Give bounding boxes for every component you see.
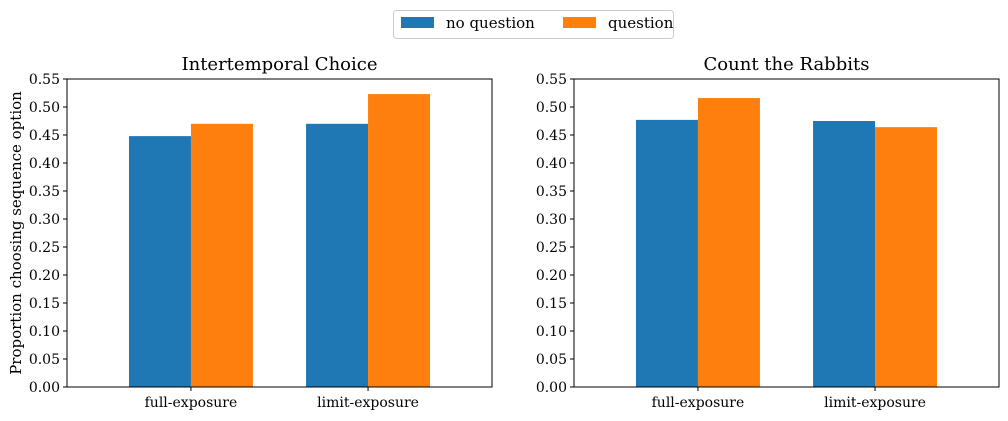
- bar-full-exposure-question: [697, 98, 760, 387]
- chart-title: Count the Rabbits: [704, 54, 870, 75]
- y-axis-label: Proportion choosing sequence option: [7, 91, 25, 375]
- y-tick-label: 0.35: [29, 184, 60, 200]
- y-tick-label: 0.50: [536, 100, 567, 116]
- chart-title: Intertemporal Choice: [181, 54, 377, 75]
- x-tick-label: limit-exposure: [824, 395, 926, 411]
- bar-full-exposure-no-question: [635, 119, 698, 387]
- y-tick-label: 0.20: [536, 268, 567, 284]
- y-tick-label: 0.35: [536, 184, 567, 200]
- legend-box: [393, 10, 674, 39]
- legend-label: question: [608, 14, 674, 32]
- bar-limit-exposure-no-question: [813, 121, 876, 387]
- y-tick-label: 0.00: [536, 380, 567, 396]
- y-tick-label: 0.10: [536, 324, 567, 340]
- axes-frame: [66, 78, 493, 388]
- chart-panel-1: full-exposure limit-exposure 0.00 0.05 0.10 0…: [7, 54, 493, 411]
- legend-swatch-question: [563, 17, 596, 28]
- bar-limit-exposure-no-question: [306, 123, 369, 388]
- y-tick-label: 0.15: [29, 296, 60, 312]
- y-tick-label: 0.50: [29, 100, 60, 116]
- y-tick-label: 0.25: [536, 240, 567, 256]
- legend-label: no question: [446, 14, 535, 32]
- axes-frame: [573, 78, 1000, 388]
- y-tick-label: 0.40: [536, 156, 567, 172]
- legend-swatch-no-question: [401, 17, 434, 28]
- x-tick-label: full-exposure: [145, 395, 238, 411]
- y-tick-label: 0.05: [29, 352, 60, 368]
- y-tick-label: 0.00: [29, 380, 60, 396]
- y-tick-label: 0.10: [29, 324, 60, 340]
- bar-limit-exposure-question: [875, 127, 938, 387]
- chart-panel-2: full-exposure limit-exposure 0.00 0.05 0.10 0…: [536, 54, 1000, 411]
- x-tick-label: limit-exposure: [317, 395, 419, 411]
- bar-full-exposure-question: [190, 123, 253, 388]
- bar-limit-exposure-question: [368, 94, 431, 388]
- y-tick-label: 0.45: [536, 128, 567, 144]
- y-tick-label: 0.55: [536, 72, 567, 88]
- y-tick-label: 0.05: [536, 352, 567, 368]
- bar-full-exposure-no-question: [128, 136, 191, 387]
- y-tick-label: 0.55: [29, 72, 60, 88]
- y-tick-label: 0.30: [536, 212, 567, 228]
- y-tick-label: 0.45: [29, 128, 60, 144]
- y-tick-label: 0.30: [29, 212, 60, 228]
- y-tick-label: 0.25: [29, 240, 60, 256]
- x-tick-label: full-exposure: [652, 395, 745, 411]
- legend: no question question: [393, 10, 674, 39]
- y-tick-label: 0.40: [29, 156, 60, 172]
- y-tick-label: 0.15: [536, 296, 567, 312]
- y-tick-label: 0.20: [29, 268, 60, 284]
